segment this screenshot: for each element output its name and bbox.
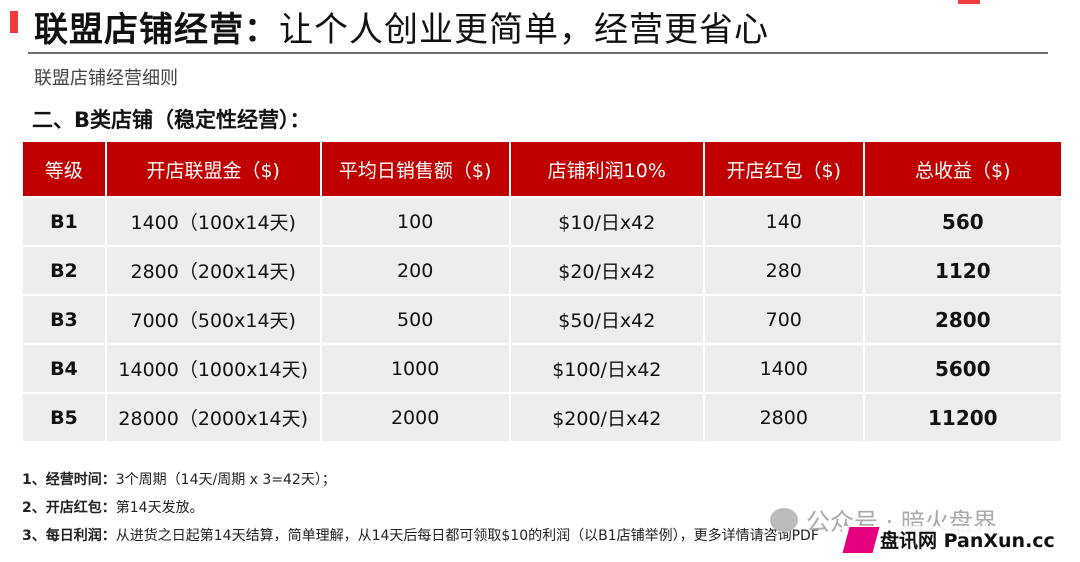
table-cell: 1400（100x14天) [104,196,322,247]
table-cell: B5 [21,392,107,443]
page-title: 联盟店铺经营：让个人创业更简单，经营更省心 [34,2,769,51]
title-accent-bar [10,11,18,33]
column-header: 店铺利润10% [508,142,705,198]
table-cell: 2800 [702,392,865,443]
note-label: 2、开店红包： [22,500,116,516]
table-cell: 100 [319,196,511,247]
note-label: 3、每日利润： [22,528,116,544]
note-text: 从进货之日起第14天结算，简单理解，从14天后每日都可领取$10的利润（以B1店… [115,528,819,544]
table-cell: 1000 [319,343,511,394]
note-label: 1、经营时间： [22,472,116,488]
store-table: 等级 开店联盟金（$) 平均日销售额（$) 店铺利润10% 开店红包（$) 总收益（$) … [21,142,1064,443]
table-cell: 280 [702,245,865,296]
table-cell: B2 [21,245,107,296]
notes: 1、经营时间：3个周期（14天/周期 x 3=42天）； 2、开店红包：第14天… [22,466,819,550]
title-bold: 联盟店铺经营： [34,10,279,50]
table-row: B1 1400（100x14天) 100 $10/日x42 140 560 [21,196,1064,247]
title-rest: 让个人创业更简单，经营更省心 [279,10,769,50]
table-cell: 200 [319,245,511,296]
table-cell: 1120 [862,245,1064,296]
table-row: B4 14000（1000x14天) 1000 $100/日x42 1400 5600 [21,343,1064,394]
table-cell: 1400 [702,343,865,394]
table-header: 等级 开店联盟金（$) 平均日销售额（$) 店铺利润10% 开店红包（$) 总收益（$) [21,142,1064,198]
table-cell: B1 [21,196,107,247]
table-cell: 2800 [862,294,1064,345]
table-cell: $200/日x42 [508,392,705,443]
column-header: 开店红包（$) [702,142,865,198]
column-header: 平均日销售额（$) [319,142,511,198]
table-cell: 500 [319,294,511,345]
site-logo: 盘讯网 PanXun.cc [842,526,1059,553]
column-header: 开店联盟金（$) [104,142,322,198]
table-cell: $100/日x42 [508,343,705,394]
note-text: 第14天发放。 [115,500,204,516]
table-cell: 28000（2000x14天) [104,392,322,443]
table-cell: 700 [702,294,865,345]
wechat-icon [770,507,798,532]
column-header: 总收益（$) [862,142,1064,198]
table-row: B5 28000（2000x14天) 2000 $200/日x42 2800 11200 [21,392,1064,443]
table-cell: 2800（200x14天) [104,245,322,296]
note-3: 3、每日利润：从进货之日起第14天结算，简单理解，从14天后每日都可领取$10的… [22,522,819,550]
table-cell: 5600 [862,343,1064,394]
table-cell: B4 [21,343,107,394]
table-row: B3 7000（500x14天) 500 $50/日x42 700 2800 [21,294,1064,345]
table-cell: 14000（1000x14天) [104,343,322,394]
table-cell: 11200 [862,392,1064,443]
section-heading: 二、B类店铺（稳定性经营）： [32,108,311,132]
table-cell: $10/日x42 [508,196,705,247]
note-text: 3个周期（14天/周期 x 3=42天）； [115,472,336,488]
table-cell: 2000 [319,392,511,443]
table-row: B2 2800（200x14天) 200 $20/日x42 280 1120 [21,245,1064,296]
title-divider [28,52,1048,54]
note-2: 2、开店红包：第14天发放。 [22,494,819,522]
logo-mark-icon [842,526,880,553]
table-cell: 7000（500x14天) [104,294,322,345]
table-cell: 140 [702,196,865,247]
table-cell: $20/日x42 [508,245,705,296]
corner-accent [958,0,980,4]
table-cell: B3 [21,294,107,345]
note-1: 1、经营时间：3个周期（14天/周期 x 3=42天）； [22,466,819,494]
logo-text: 盘讯网 PanXun.cc [880,530,1055,552]
table-cell: 560 [862,196,1064,247]
subtitle: 联盟店铺经营细则 [34,68,178,89]
table-cell: $50/日x42 [508,294,705,345]
column-header: 等级 [21,142,107,198]
